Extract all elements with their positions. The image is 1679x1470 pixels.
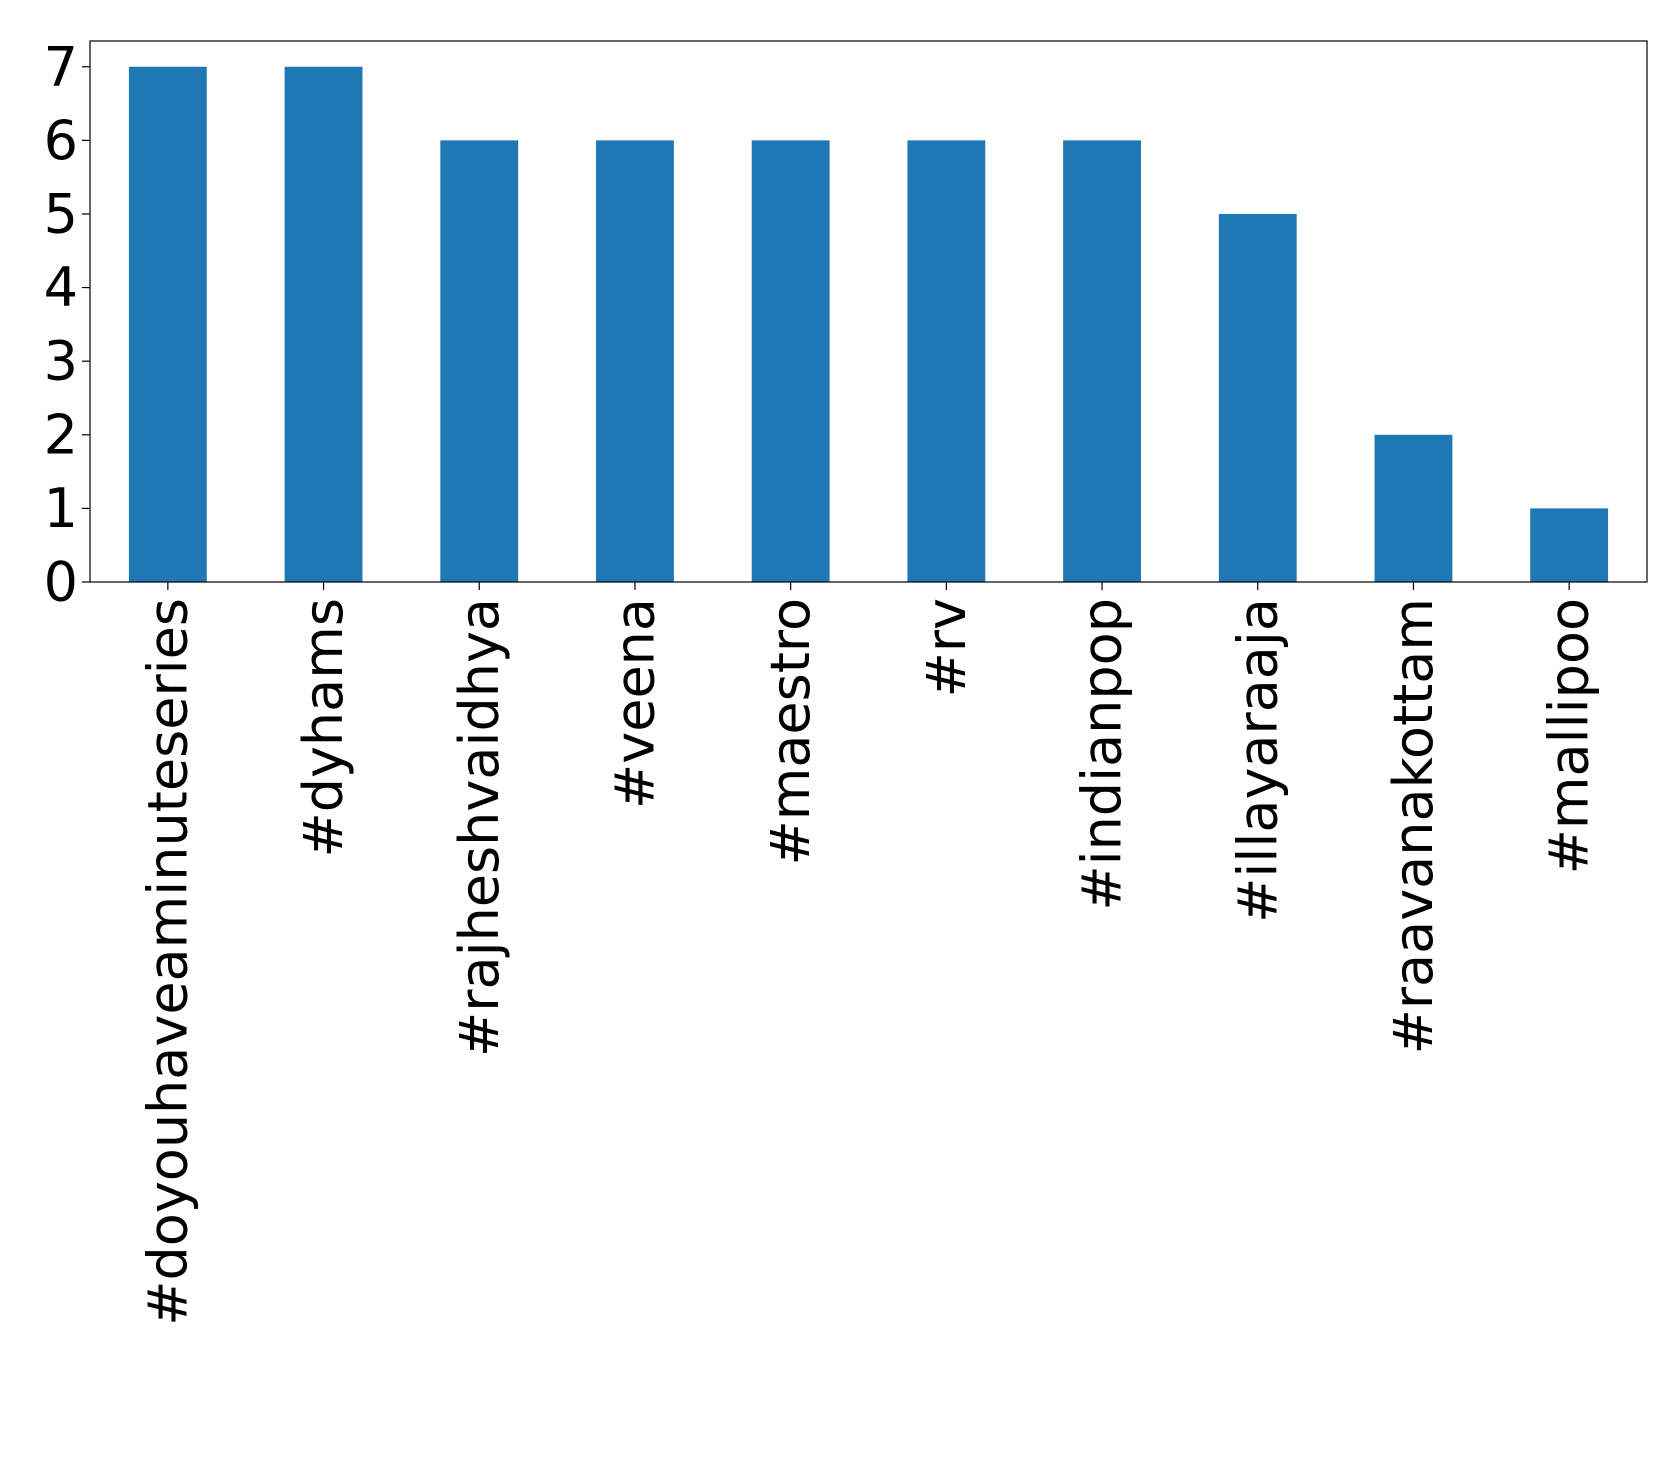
bar <box>284 66 363 582</box>
x-tick-label: #maestro <box>759 598 822 866</box>
bar <box>907 140 986 582</box>
y-tick-label: 4 <box>44 256 78 319</box>
y-tick-label: 2 <box>44 403 78 466</box>
bar <box>1218 213 1297 583</box>
y-tick-label: 1 <box>44 477 78 540</box>
x-tick-label: #indianpop <box>1071 598 1134 911</box>
x-tick-label: #illayaraaja <box>1226 598 1289 923</box>
x-tick-label: #rv <box>915 598 978 697</box>
x-tick-label: #mallipoo <box>1538 598 1601 874</box>
bar <box>1374 434 1453 582</box>
y-tick-label: 0 <box>44 551 78 614</box>
bar <box>128 66 207 582</box>
y-tick-label: 7 <box>44 35 78 98</box>
x-tick-label: #veena <box>603 598 666 809</box>
bar <box>751 140 830 582</box>
plot-frame <box>89 40 1648 583</box>
bar <box>1063 140 1141 582</box>
y-tick-label: 3 <box>44 330 78 393</box>
bar <box>596 140 674 582</box>
y-tick-label: 6 <box>44 109 78 172</box>
bar <box>440 140 519 582</box>
x-tick-label: #raavanakottam <box>1382 598 1445 1054</box>
x-tick-label: #rajheshvaidhya <box>448 598 511 1057</box>
x-tick-label: #doyouhaveaminuteseries <box>136 598 199 1326</box>
bar <box>1530 508 1609 582</box>
y-tick-label: 5 <box>44 182 78 245</box>
x-tick-label: #dyhams <box>292 598 355 858</box>
